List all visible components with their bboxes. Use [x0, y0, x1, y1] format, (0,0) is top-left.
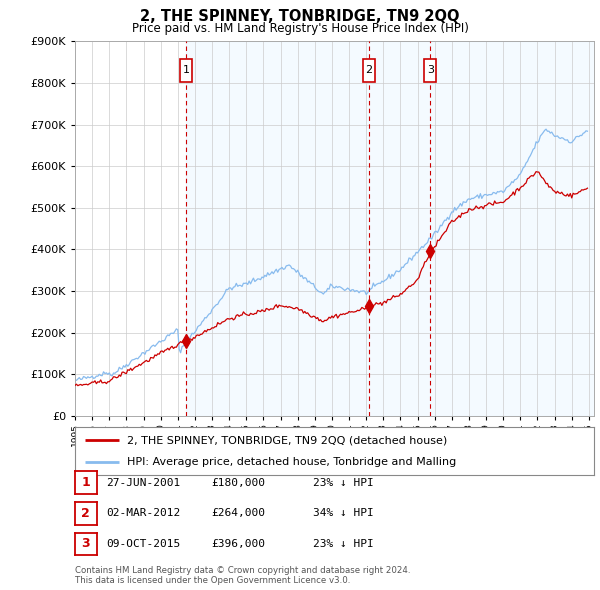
Text: 1: 1 — [82, 476, 90, 489]
Text: 2: 2 — [82, 507, 90, 520]
Text: 2: 2 — [365, 65, 373, 76]
Text: £396,000: £396,000 — [211, 539, 265, 549]
Text: 34% ↓ HPI: 34% ↓ HPI — [313, 509, 374, 518]
Text: 1: 1 — [183, 65, 190, 76]
Text: 23% ↓ HPI: 23% ↓ HPI — [313, 478, 374, 487]
Text: 2, THE SPINNEY, TONBRIDGE, TN9 2QQ: 2, THE SPINNEY, TONBRIDGE, TN9 2QQ — [140, 9, 460, 24]
Text: Price paid vs. HM Land Registry's House Price Index (HPI): Price paid vs. HM Land Registry's House … — [131, 22, 469, 35]
Text: 3: 3 — [82, 537, 90, 550]
Text: HPI: Average price, detached house, Tonbridge and Malling: HPI: Average price, detached house, Tonb… — [127, 457, 456, 467]
Text: 23% ↓ HPI: 23% ↓ HPI — [313, 539, 374, 549]
FancyBboxPatch shape — [363, 59, 375, 82]
Text: 27-JUN-2001: 27-JUN-2001 — [106, 478, 181, 487]
Text: 2, THE SPINNEY, TONBRIDGE, TN9 2QQ (detached house): 2, THE SPINNEY, TONBRIDGE, TN9 2QQ (deta… — [127, 435, 447, 445]
Text: Contains HM Land Registry data © Crown copyright and database right 2024.
This d: Contains HM Land Registry data © Crown c… — [75, 566, 410, 585]
FancyBboxPatch shape — [181, 59, 193, 82]
Text: 3: 3 — [427, 65, 434, 76]
Text: £180,000: £180,000 — [211, 478, 265, 487]
Bar — [187, 41, 598, 416]
Text: 02-MAR-2012: 02-MAR-2012 — [106, 509, 181, 518]
Text: 09-OCT-2015: 09-OCT-2015 — [106, 539, 181, 549]
Text: £264,000: £264,000 — [211, 509, 265, 518]
FancyBboxPatch shape — [424, 59, 436, 82]
